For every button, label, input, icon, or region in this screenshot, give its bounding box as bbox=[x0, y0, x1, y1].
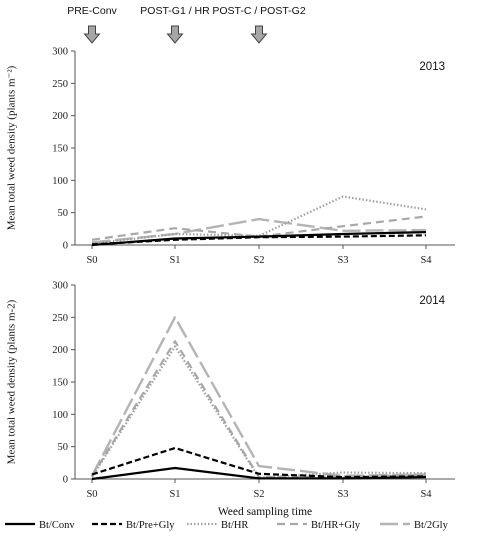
series-line-bt-hr-gly bbox=[91, 340, 427, 479]
y-tick-label: 250 bbox=[52, 313, 68, 324]
timing-label: POST-C / POST-G2 bbox=[212, 5, 306, 17]
panel-2013: 0 50 100 150 200 250 300 S0 S1 S2 S3 S4 Mean total w… bbox=[6, 47, 455, 266]
y-tick-label: 50 bbox=[58, 442, 69, 453]
timing-label: POST-G1 / HR bbox=[140, 5, 210, 17]
series-line-bt-hr bbox=[91, 345, 427, 479]
series-line-bt-pre-gly bbox=[91, 446, 427, 479]
down-arrow-icon bbox=[166, 25, 184, 44]
x-tick-label: S1 bbox=[169, 489, 180, 500]
y-tick-label: 0 bbox=[63, 241, 68, 252]
legend-label: Bt/HR bbox=[221, 520, 248, 531]
series-line-bt-conv bbox=[91, 231, 427, 247]
x-tick-label: S2 bbox=[253, 255, 264, 266]
series-line-bt-conv bbox=[91, 466, 427, 481]
y-tick-label: 0 bbox=[63, 475, 68, 486]
legend-label: Bt/Pre+Gly bbox=[126, 520, 175, 531]
x-tick-label: S0 bbox=[86, 489, 97, 500]
x-axis-label: Weed sampling time bbox=[218, 506, 312, 518]
y-tick-label: 200 bbox=[52, 345, 68, 356]
series-line-bt-hr-gly bbox=[91, 215, 427, 241]
panel-year-label: 2013 bbox=[419, 61, 445, 73]
down-arrow-icon bbox=[83, 25, 101, 44]
timing-label: PRE-Conv bbox=[67, 5, 117, 17]
y-tick-label: 150 bbox=[52, 378, 68, 389]
x-tick-label: S4 bbox=[420, 255, 432, 266]
y-tick-label: 250 bbox=[52, 79, 68, 90]
y-tick-label: 50 bbox=[58, 208, 69, 219]
y-tick-label: 100 bbox=[52, 410, 68, 421]
series-line-bt-2gly bbox=[91, 217, 427, 244]
x-tick-label: S0 bbox=[86, 255, 97, 266]
y-tick-label: 200 bbox=[52, 111, 68, 122]
y-tick-label: 150 bbox=[52, 144, 68, 155]
y-tick-label: 300 bbox=[52, 47, 68, 58]
y-tick-label: 300 bbox=[52, 281, 68, 292]
series-line-bt-hr bbox=[91, 195, 427, 245]
down-arrow-icon bbox=[250, 25, 268, 44]
x-tick-label: S3 bbox=[337, 255, 348, 266]
y-tick-label: 100 bbox=[52, 176, 68, 187]
x-tick-label: S1 bbox=[169, 255, 180, 266]
y-axis-label: Mean total weed density (plants m-2) bbox=[6, 299, 18, 464]
panel-2014: 0 50 100 150 200 250 300 S0 S1 S2 S3 S4 Mean total w… bbox=[6, 281, 455, 518]
application-timing-arrows: PRE-Conv POST-G1 / HR POST-C / POST-G2 bbox=[67, 5, 306, 44]
y-axis-label: Mean total weed density (plants m⁻²) bbox=[6, 65, 18, 230]
legend-label: Bt/HR+Gly bbox=[311, 520, 361, 531]
legend-label: Bt/2Gly bbox=[414, 520, 449, 531]
panel-year-label: 2014 bbox=[419, 295, 445, 307]
legend-label: Bt/Conv bbox=[39, 520, 75, 531]
x-tick-label: S3 bbox=[337, 489, 348, 500]
x-tick-label: S2 bbox=[253, 489, 264, 500]
x-tick-label: S4 bbox=[420, 489, 432, 500]
legend: Bt/Conv Bt/Pre+Gly Bt/HR Bt/HR+Gly Bt/2Gly bbox=[5, 520, 449, 531]
